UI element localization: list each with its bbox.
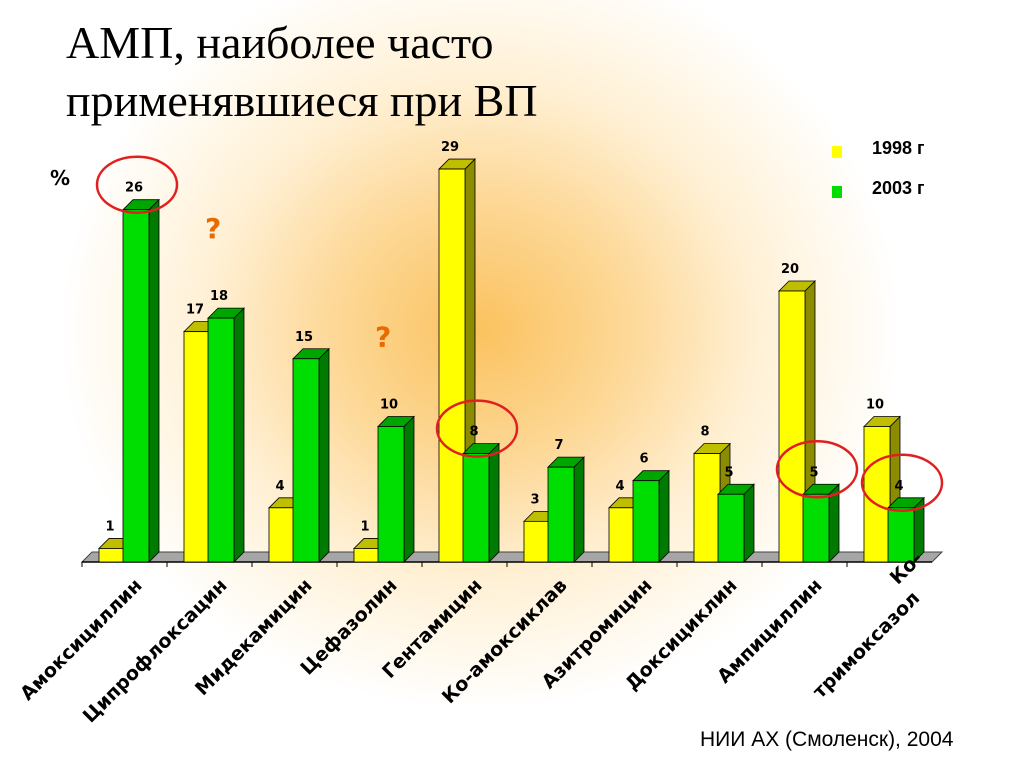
question-mark: ? xyxy=(205,212,221,245)
highlight-circle xyxy=(860,453,944,513)
highlight-circle xyxy=(775,440,859,499)
bar-2-1 xyxy=(207,317,235,563)
x-tick-label: Ципрофлоксацин xyxy=(79,574,232,727)
bar-1-2 xyxy=(268,507,296,563)
data-label: 1 xyxy=(105,519,114,534)
bar-1-8 xyxy=(778,290,806,563)
data-label: 7 xyxy=(554,438,563,453)
bar-side xyxy=(573,456,585,563)
bar-1-5 xyxy=(523,520,551,563)
source-citation: НИИ АХ (Смоленск), 2004 xyxy=(700,728,954,751)
data-label: 17 xyxy=(186,303,204,318)
data-label: 4 xyxy=(894,479,903,494)
data-label: 18 xyxy=(210,289,228,304)
bar-side xyxy=(318,347,330,563)
question-mark: ? xyxy=(375,321,391,354)
y-axis-label: % xyxy=(50,166,71,190)
bar-2-3 xyxy=(377,426,405,563)
legend-swatch-series-1 xyxy=(832,146,842,158)
x-tick-label-line: тримоксазол xyxy=(809,587,925,703)
legend-label-series-2: 2003 г xyxy=(872,178,925,198)
legend-label-series-1: 1998 г xyxy=(872,138,925,158)
bar-1-7 xyxy=(693,453,721,563)
data-label: 20 xyxy=(781,262,799,277)
data-label: 6 xyxy=(639,452,648,467)
slide-title: АМП, наиболее часто применявшиеся при ВП xyxy=(66,14,766,130)
highlight-circle xyxy=(95,155,179,214)
bar-2-2 xyxy=(292,358,320,563)
bar-2-0 xyxy=(122,209,150,563)
bar-side xyxy=(233,307,245,563)
data-label: 26 xyxy=(125,181,143,196)
data-label: 5 xyxy=(724,465,733,480)
bar-2-5 xyxy=(547,466,575,563)
slide-title-line-2: применявшиеся при ВП xyxy=(66,75,538,126)
bar-side xyxy=(403,415,415,563)
data-label: 29 xyxy=(441,140,459,155)
bar-side xyxy=(658,469,670,563)
bar-2-9 xyxy=(887,507,915,563)
bar-side xyxy=(148,198,160,563)
bar-2-7 xyxy=(717,493,745,563)
data-label: 3 xyxy=(530,492,539,507)
data-label: 8 xyxy=(700,425,709,440)
data-label: 15 xyxy=(295,330,313,345)
x-tick-label-line: Ципрофлоксацин xyxy=(79,574,232,727)
data-label: 1 xyxy=(360,519,369,534)
bar-1-9 xyxy=(863,426,891,563)
bar-1-1 xyxy=(183,331,211,563)
data-label: 8 xyxy=(469,425,478,440)
bar-1-0 xyxy=(98,548,126,563)
data-label: 10 xyxy=(866,398,884,413)
data-label: 4 xyxy=(275,479,284,494)
bar-1-4 xyxy=(438,168,466,563)
highlight-circle xyxy=(435,399,519,458)
legend-swatch-series-2 xyxy=(832,186,842,198)
data-label: 10 xyxy=(380,398,398,413)
bar-side xyxy=(743,483,755,563)
x-tick-label: Ко-тримоксазол xyxy=(790,548,945,703)
bar-2-8 xyxy=(802,493,830,563)
bar-2-4 xyxy=(462,453,490,563)
bar-2-6 xyxy=(632,480,660,563)
slide-title-line-1: АМП, наиболее часто xyxy=(66,17,494,68)
data-label: 5 xyxy=(809,465,818,480)
bar-side xyxy=(488,442,500,563)
bar-1-3 xyxy=(353,548,381,563)
data-label: 4 xyxy=(615,479,624,494)
bar-1-6 xyxy=(608,507,636,563)
